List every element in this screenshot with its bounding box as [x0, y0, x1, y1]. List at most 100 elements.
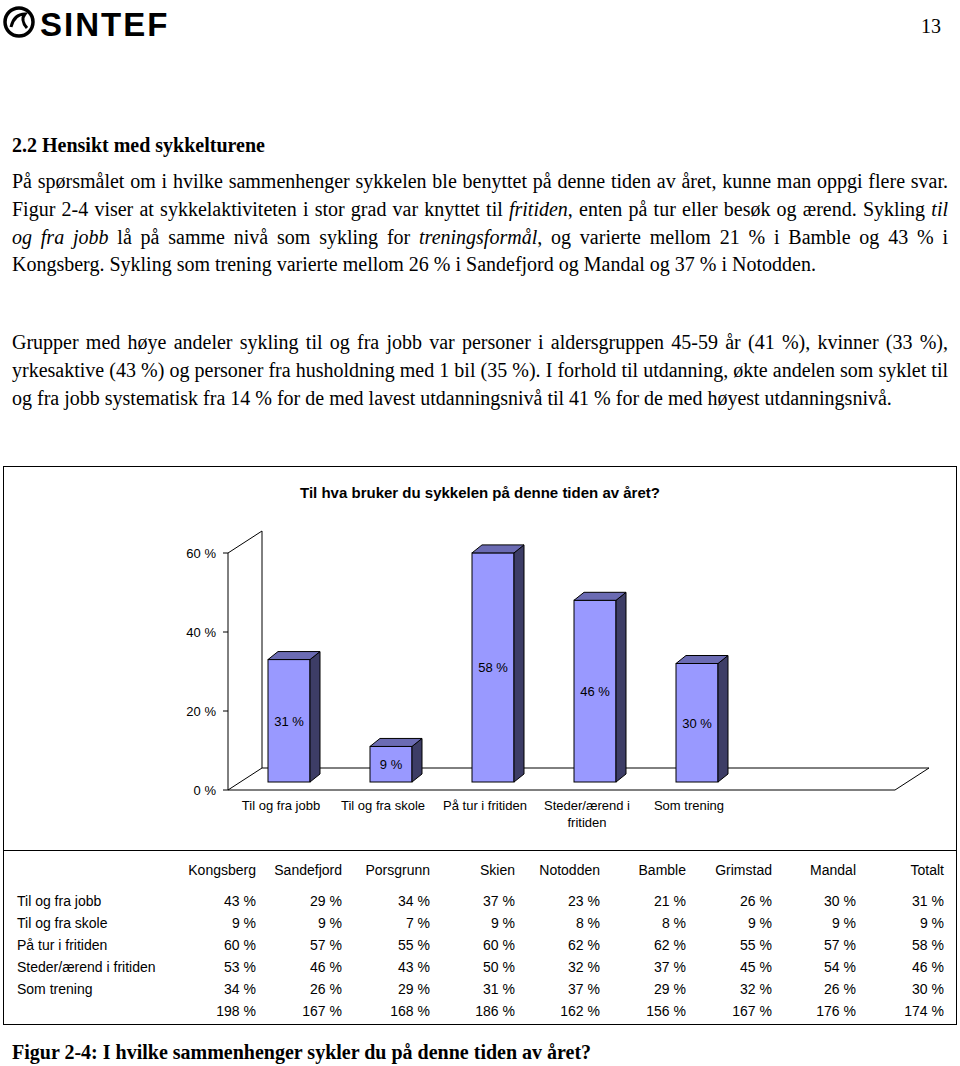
emphasis: fritiden [509, 198, 568, 220]
sum-cell: 174 % [904, 1003, 944, 1019]
bar-side [718, 656, 728, 783]
table-cell: 57 % [310, 937, 342, 953]
row-label: Til og fra jobb [17, 893, 102, 909]
table-cell: 26 % [310, 981, 342, 997]
table-cell: 54 % [824, 959, 856, 975]
y-tick [223, 790, 228, 791]
bar-side [616, 592, 626, 782]
y-axis-line [228, 553, 229, 790]
paragraph: Grupper med høye andeler sykling til og … [12, 329, 948, 412]
bar-front [676, 664, 718, 783]
page-number: 13 [921, 15, 941, 37]
sum-cell: 167 % [302, 1003, 342, 1019]
table-cell: 9 % [832, 915, 856, 931]
bar-top [472, 545, 524, 553]
table-cell: 55 % [398, 937, 430, 953]
bar [676, 656, 728, 783]
paragraph: På spørsmålet om i hvilke sammenhenger s… [12, 168, 948, 279]
y-tick [223, 632, 228, 633]
table-cell: 29 % [310, 893, 342, 909]
y-tick-label: 60 % [186, 546, 216, 561]
bar-top [574, 592, 626, 600]
row-label: På tur i fritiden [17, 937, 107, 953]
table-cell: 62 % [654, 937, 686, 953]
column-header: Notodden [539, 862, 600, 878]
table-cell: 23 % [568, 893, 600, 909]
label-line: Steder/ærend i [544, 798, 630, 813]
table-cell: 37 % [483, 893, 515, 909]
table-cell: 57 % [824, 937, 856, 953]
text-run: , enten på tur eller besøk og ærend. Syk… [568, 198, 931, 220]
y-tick-label: 0 % [194, 783, 217, 798]
table-cell: 30 % [912, 981, 944, 997]
label-line: Til og fra jobb [242, 798, 320, 813]
table-cell: 29 % [654, 981, 686, 997]
figure-frame [4, 467, 957, 1025]
table-cell: 32 % [740, 981, 772, 997]
bar [370, 738, 422, 782]
data-table: KongsbergSandefjordPorsgrunnSkienNotodde… [17, 862, 944, 1019]
table-cell: 37 % [654, 959, 686, 975]
bar-side [514, 545, 524, 782]
x-tick-label: På tur i fritiden [443, 798, 527, 813]
table-cell: 32 % [568, 959, 600, 975]
table-cell: 7 % [406, 915, 430, 931]
x-tick-label: Som trening [654, 798, 724, 813]
table-cell: 26 % [740, 893, 772, 909]
figure-divider [4, 850, 957, 851]
table-cell: 9 % [920, 915, 944, 931]
table-cell: 31 % [483, 981, 515, 997]
label-line: Som trening [654, 798, 724, 813]
sum-cell: 167 % [732, 1003, 772, 1019]
data-label: 30 % [682, 716, 712, 731]
table-cell: 43 % [398, 959, 430, 975]
row-label: Som trening [17, 981, 92, 997]
column-header: Sandefjord [274, 862, 342, 878]
x-tick-label: Til og fra skole [341, 798, 425, 813]
column-header: Mandal [810, 862, 856, 878]
page-graphics: SINTEF13Til hva bruker du sykkelen på de… [0, 0, 960, 1066]
table-cell: 43 % [224, 893, 256, 909]
bar [472, 545, 524, 782]
table-cell: 34 % [224, 981, 256, 997]
table-cell: 50 % [483, 959, 515, 975]
table-cell: 55 % [740, 937, 772, 953]
label-line: fritiden [567, 815, 606, 830]
bars [268, 545, 728, 782]
plot-frame [223, 531, 929, 790]
sum-cell: 168 % [390, 1003, 430, 1019]
data-label: 46 % [580, 684, 610, 699]
data-label: 9 % [380, 757, 403, 772]
y-tick-label: 40 % [186, 625, 216, 640]
y-tick-label: 20 % [186, 704, 216, 719]
figure-caption: Figur 2-4: I hvilke sammenhenger sykler … [12, 1041, 591, 1064]
column-header: Skien [480, 862, 515, 878]
table-cell: 46 % [310, 959, 342, 975]
x-tick-label: Til og fra jobb [242, 798, 320, 813]
row-label: Steder/ærend i fritiden [17, 959, 156, 975]
bar-top [676, 656, 728, 664]
sum-cell: 162 % [560, 1003, 600, 1019]
bar-top [370, 738, 422, 746]
section-heading: 2.2 Hensikt med sykkelturene [12, 133, 265, 157]
table-cell: 29 % [398, 981, 430, 997]
column-header: Bamble [639, 862, 687, 878]
table-cell: 21 % [654, 893, 686, 909]
y-tick [223, 711, 228, 712]
table-cell: 58 % [912, 937, 944, 953]
sum-cell: 156 % [646, 1003, 686, 1019]
sum-cell: 198 % [216, 1003, 256, 1019]
column-header: Porsgrunn [365, 862, 430, 878]
table-cell: 62 % [568, 937, 600, 953]
text-run: lå på samme nivå som sykling for [109, 226, 420, 248]
table-cell: 60 % [224, 937, 256, 953]
logo-ring [5, 8, 33, 36]
bar-side [310, 652, 320, 782]
label-line: Til og fra skole [341, 798, 425, 813]
label-line: På tur i fritiden [443, 798, 527, 813]
data-label: 58 % [478, 660, 508, 675]
column-header: Grimstad [715, 862, 772, 878]
text-run: Grupper med høye andeler sykling til og … [12, 331, 948, 409]
bar-front [472, 553, 514, 782]
table-cell: 34 % [398, 893, 430, 909]
